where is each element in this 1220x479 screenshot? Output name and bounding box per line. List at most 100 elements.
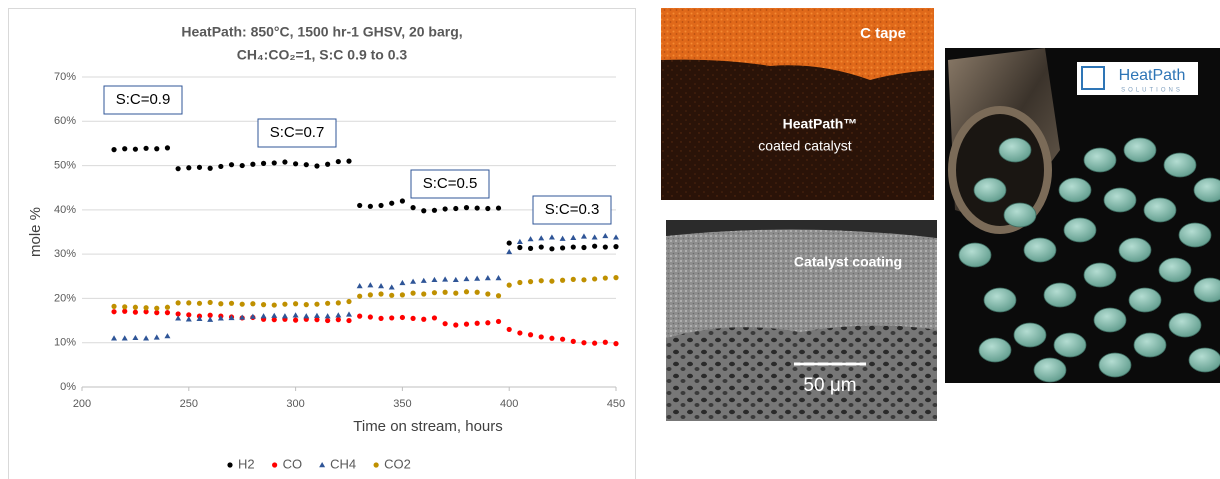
- tape-label: C tape: [860, 25, 906, 42]
- x-tick-label: 200: [73, 398, 91, 410]
- data-point: [528, 279, 533, 284]
- legend-marker: [374, 462, 379, 467]
- data-point: [346, 318, 351, 323]
- y-axis-label: mole %: [27, 207, 44, 257]
- pellet: [1134, 333, 1166, 357]
- data-point: [282, 159, 287, 164]
- chart-subtitle: CH₄:CO₂=1, S:C 0.9 to 0.3: [237, 47, 408, 63]
- data-point: [154, 306, 159, 311]
- data-point: [560, 337, 565, 342]
- data-point: [453, 322, 458, 327]
- data-point: [421, 208, 426, 213]
- data-point: [368, 204, 373, 209]
- data-point: [314, 163, 319, 168]
- data-point: [143, 305, 148, 310]
- x-tick-label: 350: [393, 398, 411, 410]
- x-tick-label: 400: [500, 398, 518, 410]
- pellet: [1179, 223, 1211, 247]
- sem-label: Catalyst coating: [794, 254, 902, 270]
- data-point: [592, 276, 597, 281]
- pellet: [1064, 218, 1096, 242]
- data-point: [122, 146, 127, 151]
- data-point: [261, 302, 266, 307]
- data-point: [410, 316, 415, 321]
- data-point: [208, 166, 213, 171]
- pellet: [959, 243, 991, 267]
- data-point: [400, 292, 405, 297]
- data-point: [560, 278, 565, 283]
- pellet: [1104, 188, 1136, 212]
- data-point: [346, 159, 351, 164]
- data-point: [603, 340, 608, 345]
- data-point: [592, 244, 597, 249]
- data-point: [176, 300, 181, 305]
- data-point: [613, 341, 618, 346]
- pellet: [1024, 238, 1056, 262]
- legend-marker: [272, 462, 277, 467]
- annotation: S:C=0.5: [423, 175, 478, 192]
- data-point: [549, 246, 554, 251]
- data-point: [400, 315, 405, 320]
- data-point: [272, 160, 277, 165]
- x-axis-label: Time on stream, hours: [353, 418, 503, 435]
- data-point: [282, 302, 287, 307]
- data-point: [571, 244, 576, 249]
- data-point: [453, 291, 458, 296]
- data-point: [560, 245, 565, 250]
- data-point: [197, 301, 202, 306]
- chart-frame: [9, 9, 636, 479]
- data-point: [485, 291, 490, 296]
- y-tick-label: 30%: [54, 248, 76, 260]
- data-point: [464, 322, 469, 327]
- data-point: [517, 330, 522, 335]
- data-point: [517, 245, 522, 250]
- data-point: [325, 318, 330, 323]
- data-point: [485, 206, 490, 211]
- data-point: [549, 336, 554, 341]
- data-point: [453, 206, 458, 211]
- data-point: [378, 291, 383, 296]
- data-point: [603, 275, 608, 280]
- pellet: [1059, 178, 1091, 202]
- data-point: [111, 147, 116, 152]
- pellet: [1164, 153, 1196, 177]
- data-point: [549, 279, 554, 284]
- y-tick-label: 70%: [54, 71, 76, 83]
- sem-image: Catalyst coating 50 μm: [666, 220, 937, 421]
- data-point: [475, 205, 480, 210]
- data-point: [336, 300, 341, 305]
- legend-label: CO: [283, 456, 303, 471]
- coating-subtitle: coated catalyst: [758, 138, 851, 154]
- data-point: [389, 293, 394, 298]
- data-point: [336, 159, 341, 164]
- data-point: [496, 205, 501, 210]
- pellet: [1084, 263, 1116, 287]
- data-point: [592, 341, 597, 346]
- data-point: [368, 314, 373, 319]
- data-point: [133, 310, 138, 315]
- data-point: [240, 302, 245, 307]
- data-point: [122, 304, 127, 309]
- pellet: [1004, 203, 1036, 227]
- data-point: [368, 292, 373, 297]
- legend-marker: [227, 462, 232, 467]
- x-tick-label: 300: [286, 398, 304, 410]
- data-point: [432, 315, 437, 320]
- chart-title: HeatPath: 850°C, 1500 hr-1 GHSV, 20 barg…: [181, 24, 462, 40]
- pellet: [1119, 238, 1151, 262]
- data-point: [507, 327, 512, 332]
- data-point: [571, 277, 576, 282]
- data-point: [603, 244, 608, 249]
- data-point: [389, 315, 394, 320]
- data-point: [218, 301, 223, 306]
- data-point: [507, 283, 512, 288]
- pellet: [1034, 358, 1066, 382]
- data-point: [400, 198, 405, 203]
- pellet: [1054, 333, 1086, 357]
- data-point: [528, 246, 533, 251]
- data-point: [346, 299, 351, 304]
- logo-name: HeatPath: [1119, 67, 1186, 84]
- data-point: [475, 290, 480, 295]
- legend-label: CO2: [384, 456, 411, 471]
- data-point: [421, 317, 426, 322]
